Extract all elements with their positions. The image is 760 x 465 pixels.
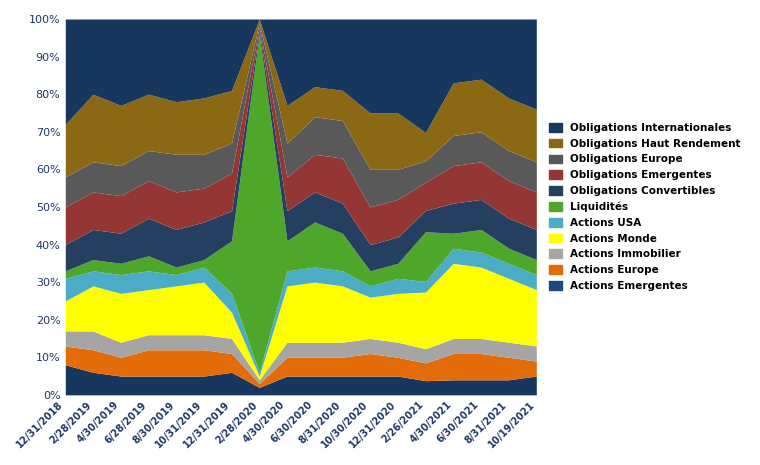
- Legend: Obligations Internationales, Obligations Haut Rendement, Obligations Europe, Obl: Obligations Internationales, Obligations…: [546, 120, 744, 294]
